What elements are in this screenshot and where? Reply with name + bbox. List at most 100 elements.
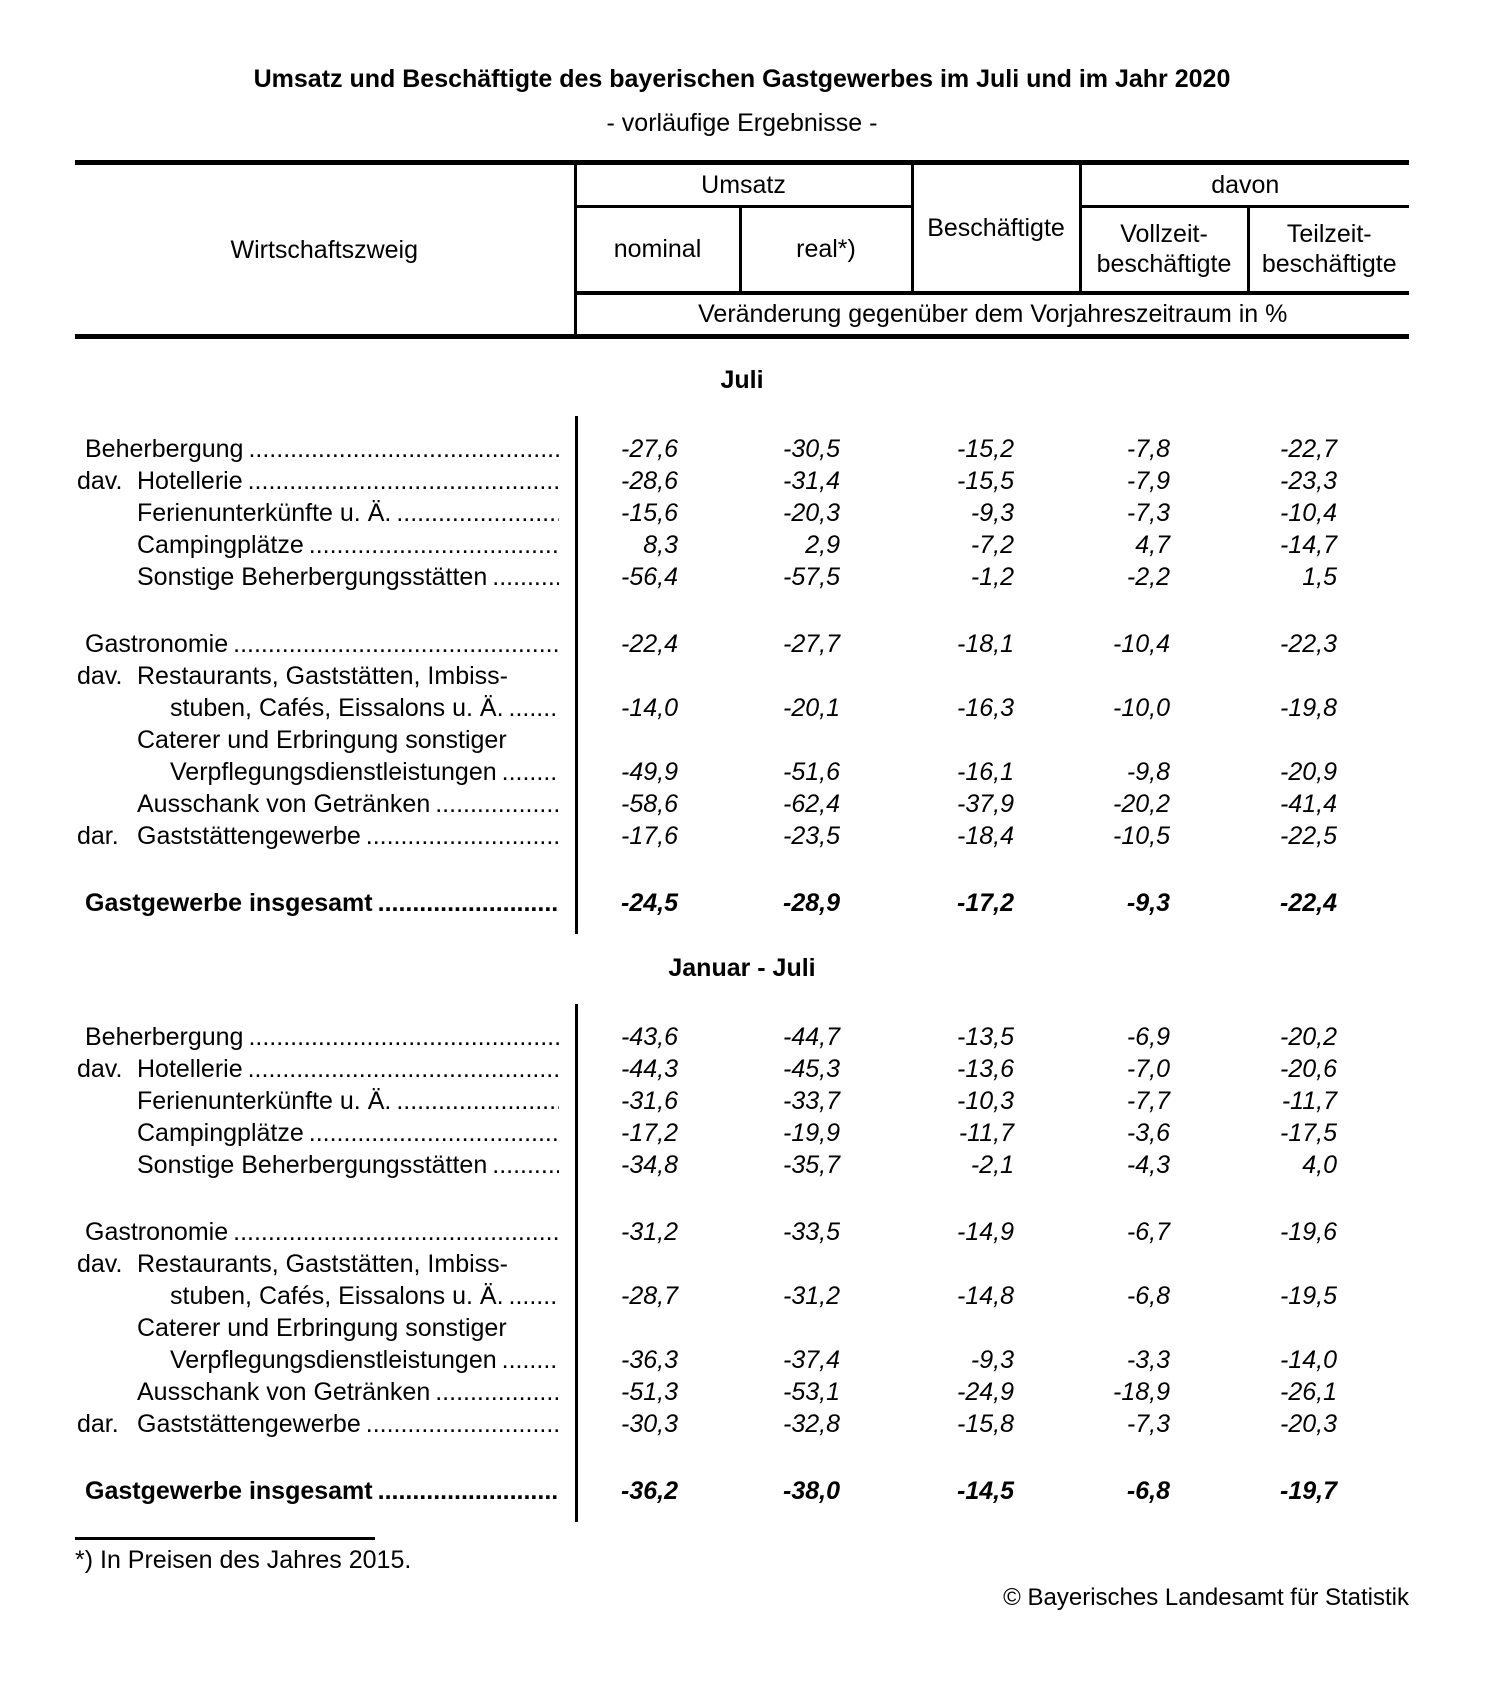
row-label-cell: Gastronomie.............................… [75, 628, 575, 660]
value-cell: -14,8 [957, 1282, 1014, 1310]
row-label-line: Verpflegungsdienstleistungen............… [75, 756, 559, 788]
value-cell: -20,1 [783, 694, 840, 722]
value-cell: -20,3 [783, 499, 840, 527]
row-label-cell: dar. Gaststättengewerbe..................… [75, 1408, 575, 1440]
row-label-cell: dav. Hotellerie..........................… [75, 1053, 575, 1085]
row-prefix: dav. [77, 1250, 123, 1278]
row-label-lines: Gastronomie.............................… [75, 628, 559, 660]
value-cell: -20,2 [1280, 1023, 1337, 1051]
col-header-beschaeftigte: Beschäftigte [912, 162, 1082, 295]
row-label-line: Ausschank von Getränken.................… [75, 788, 559, 820]
value-cell: -22,4 [621, 630, 678, 658]
col-header-teilzeit: Teilzeit-beschäftigte [1248, 206, 1410, 295]
row-label-line: Gaststättengewerbe......................… [75, 1408, 559, 1440]
row-label: Sonstige Beherbergungsstätten [137, 563, 488, 591]
row-prefix: dav. [77, 662, 123, 690]
table-row: Beherbergung............................… [75, 1021, 1409, 1053]
row-label-lines: Restaurants, Gaststätten, Imbiss-stuben,… [75, 1248, 559, 1312]
page-subtitle: - vorläufige Ergebnisse - [606, 109, 878, 137]
value-cell: -30,3 [621, 1410, 678, 1438]
value-cell: -58,6 [621, 790, 678, 818]
value-cell: -28,9 [783, 889, 840, 917]
value-cell: -31,6 [621, 1087, 678, 1115]
value-cell: -6,8 [1126, 1477, 1170, 1505]
value-cell: -14,0 [1280, 1346, 1337, 1374]
dot-leader: ........................................… [501, 1346, 559, 1374]
table-row: Gastronomie.............................… [75, 1216, 1409, 1248]
section-title-januar-juli: Januar - Juli [668, 954, 816, 982]
dot-leader: ........................................… [248, 435, 559, 463]
row-label-cell: Ausschank von Getränken.................… [75, 1376, 575, 1408]
value-cell: -35,7 [783, 1151, 840, 1179]
col-header-real: real*) [740, 206, 914, 295]
value-cell: -20,2 [1113, 790, 1170, 818]
row-label-cell: Ferienunterkünfte u. Ä..................… [75, 1085, 575, 1117]
value-cell: -20,6 [1280, 1055, 1337, 1083]
row-label-line: Ferienunterkünfte u. Ä..................… [75, 1085, 559, 1117]
table-row: Gastgewerbe insgesamt...................… [75, 1475, 1409, 1507]
row-label-line: Beherbergung............................… [75, 433, 559, 465]
section-title-juli: Juli [720, 366, 764, 394]
value-cell: -49,9 [621, 758, 678, 786]
row-label: Gastronomie [85, 1218, 229, 1246]
spacer-row [75, 593, 1409, 628]
dot-leader: ........................................… [508, 1282, 559, 1310]
value-cell: -31,2 [621, 1218, 678, 1246]
table-row: dar. Gaststättengewerbe..................… [75, 820, 1409, 852]
row-label: Ausschank von Getränken [137, 1378, 431, 1406]
row-label-lines: Hotellerie..............................… [75, 1053, 559, 1085]
value-cell: -10,3 [957, 1087, 1014, 1115]
row-label: Campingplätze [137, 1119, 304, 1147]
value-cell: 1,5 [1302, 563, 1337, 591]
dot-leader: ........................................… [377, 889, 559, 917]
value-cell: -17,6 [621, 822, 678, 850]
row-label: stuben, Cafés, Eissalons u. Ä. [170, 694, 504, 722]
row-label-line: Campingplätze...........................… [75, 1117, 559, 1149]
row-label-cell: Caterer und Erbringung sonstiger Verpfleg… [75, 1312, 575, 1376]
value-cell: 8,3 [643, 531, 678, 559]
value-cell: -9,3 [970, 499, 1014, 527]
dot-leader: ........................................… [396, 1087, 559, 1115]
value-cell: -31,4 [783, 467, 840, 495]
col-header-teilzeit-line1: Teilzeit- [1286, 220, 1372, 249]
value-cell: -9,3 [1126, 889, 1170, 917]
table-row: Gastronomie.............................… [75, 628, 1409, 660]
dot-leader: ........................................… [233, 630, 559, 658]
value-cell: -44,3 [621, 1055, 678, 1083]
table-row: Campingplätze...........................… [75, 529, 1409, 561]
row-label-lines: Gastgewerbe insgesamt...................… [75, 1475, 559, 1507]
row-label: Hotellerie [137, 1055, 243, 1083]
row-label: Gastronomie [85, 630, 229, 658]
row-label-lines: Ferienunterkünfte u. Ä..................… [75, 497, 559, 529]
value-cell: -22,5 [1280, 822, 1337, 850]
dot-leader: ........................................… [308, 531, 559, 559]
value-cell: -20,9 [1280, 758, 1337, 786]
row-label-lines: Sonstige Beherbergungsstätten...........… [75, 561, 559, 593]
row-label-line: Restaurants, Gaststätten, Imbiss- [75, 1248, 559, 1280]
value-cell: -11,7 [958, 1119, 1014, 1147]
value-cell: -28,6 [621, 467, 678, 495]
row-label: Ausschank von Getränken [137, 790, 431, 818]
section-januar-juli: Januar - Juli Beherbergung..............… [75, 953, 1409, 1522]
value-cell: -4,3 [1126, 1151, 1170, 1179]
table-row: Campingplätze...........................… [75, 1117, 1409, 1149]
value-cell: -19,6 [1280, 1218, 1337, 1246]
value-cell: -7,3 [1126, 1410, 1170, 1438]
row-label-line: Caterer und Erbringung sonstiger [75, 724, 559, 756]
row-label-lines: Restaurants, Gaststätten, Imbiss-stuben,… [75, 660, 559, 724]
row-label-line: Sonstige Beherbergungsstätten...........… [75, 561, 559, 593]
dot-leader: ........................................… [365, 822, 559, 850]
value-cell: -18,4 [957, 822, 1014, 850]
value-cell: -7,2 [970, 531, 1014, 559]
value-cell: -17,5 [1280, 1119, 1337, 1147]
value-cell: -18,1 [957, 630, 1014, 658]
header-row-subcolumns: nominal real*) Vollzeit-beschäftigte Tei… [75, 206, 1410, 295]
dot-leader: ........................................… [377, 1477, 559, 1505]
value-cell: 2,9 [805, 531, 840, 559]
row-prefix: dar. [77, 1410, 119, 1438]
row-label-lines: Gaststättengewerbe......................… [75, 820, 559, 852]
value-cell: -3,6 [1126, 1119, 1170, 1147]
value-cell: 4,7 [1135, 531, 1170, 559]
row-label: Gastgewerbe insgesamt [85, 1477, 373, 1505]
row-label-line: Gaststättengewerbe......................… [75, 820, 559, 852]
